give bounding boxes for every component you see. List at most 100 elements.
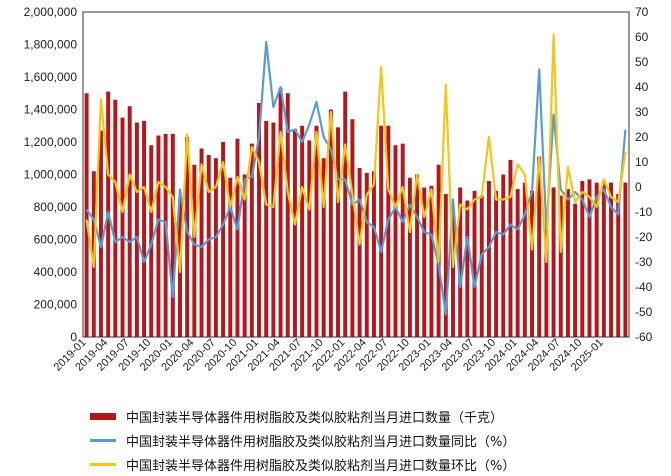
quantity-bar bbox=[551, 187, 556, 337]
quantity-bar bbox=[321, 158, 326, 337]
quantity-bar bbox=[170, 133, 175, 338]
left-tick-label: 600,000 bbox=[34, 233, 78, 247]
quantity-bar bbox=[228, 177, 233, 337]
quantity-bar bbox=[192, 164, 197, 337]
quantity-bar bbox=[415, 174, 420, 337]
right-tick-label: -30 bbox=[635, 255, 653, 269]
left-tick-label: 1,400,000 bbox=[24, 103, 78, 117]
quantity-bar bbox=[300, 125, 305, 337]
right-tick-label: -60 bbox=[635, 330, 653, 344]
plot-frame bbox=[82, 11, 630, 338]
quantity-bar bbox=[278, 88, 283, 338]
quantity-bar bbox=[142, 120, 147, 338]
left-tick-label: 1,000,000 bbox=[24, 168, 78, 182]
quantity-bar bbox=[328, 109, 333, 337]
quantity-bar bbox=[206, 155, 211, 337]
quantity-bar bbox=[565, 189, 570, 338]
quantity-bar bbox=[292, 129, 297, 337]
quantity-bar bbox=[314, 125, 319, 337]
quantity-bar bbox=[515, 189, 520, 338]
quantity-bar bbox=[443, 194, 448, 337]
quantity-bar bbox=[113, 99, 118, 337]
quantity-bar bbox=[422, 187, 427, 337]
right-tick-label: -10 bbox=[635, 205, 653, 219]
bars bbox=[84, 88, 628, 338]
quantity-bar bbox=[98, 130, 103, 338]
legend-bar-swatch bbox=[90, 412, 116, 420]
quantity-bar bbox=[134, 122, 139, 337]
left-tick-label: 400,000 bbox=[34, 265, 78, 279]
quantity-bar bbox=[508, 159, 513, 338]
quantity-bar bbox=[264, 120, 269, 338]
right-tick-label: 0 bbox=[635, 180, 642, 194]
legend-item-mom: 中国封装半导体器件用树脂胶及类似胶粘剂当月进口数量环比（%） bbox=[90, 452, 650, 476]
quantity-bar bbox=[357, 168, 362, 337]
right-tick-label: 20 bbox=[635, 130, 649, 144]
quantity-bar bbox=[343, 91, 348, 338]
quantity-bar bbox=[472, 190, 477, 337]
legend-mom-swatch bbox=[90, 462, 116, 466]
quantity-bar bbox=[544, 224, 549, 338]
quantity-bar bbox=[558, 195, 563, 338]
quantity-bar bbox=[479, 195, 484, 338]
quantity-bar bbox=[623, 182, 628, 338]
quantity-bar bbox=[494, 190, 499, 337]
quantity-bar bbox=[271, 122, 276, 337]
quantity-bar bbox=[249, 143, 254, 338]
quantity-bar bbox=[379, 125, 384, 337]
right-tick-label: 30 bbox=[635, 105, 649, 119]
left-axis-ticks: 0 200,000 400,000 600,000 800,000 1,000,000 1,… bbox=[24, 5, 78, 344]
right-tick-label: 40 bbox=[635, 80, 649, 94]
quantity-bar bbox=[257, 103, 261, 337]
combo-chart: 0 200,000 400,000 600,000 800,000 1,000,000 1,… bbox=[24, 5, 653, 374]
right-tick-label: -20 bbox=[635, 230, 653, 244]
quantity-bar bbox=[156, 135, 161, 337]
quantity-bar bbox=[185, 137, 190, 338]
left-tick-label: 200,000 bbox=[34, 298, 78, 312]
quantity-bar bbox=[199, 148, 204, 337]
legend-label-quantity: 中国封装半导体器件用树脂胶及类似胶粘剂当月进口数量（千克） bbox=[126, 410, 504, 426]
quantity-bar bbox=[336, 127, 341, 338]
quantity-bar bbox=[594, 182, 599, 338]
quantity-bar bbox=[285, 93, 290, 337]
quantity-bar bbox=[400, 143, 405, 338]
quantity-bar bbox=[364, 172, 369, 338]
quantity-bar bbox=[407, 177, 412, 337]
quantity-bar bbox=[307, 140, 312, 338]
quantity-bar bbox=[213, 158, 218, 337]
right-tick-label: 70 bbox=[635, 5, 649, 19]
quantity-bar bbox=[530, 190, 534, 337]
quantity-bar bbox=[386, 125, 391, 337]
quantity-bar bbox=[573, 203, 578, 337]
quantity-bar bbox=[350, 119, 355, 337]
quantity-bar bbox=[616, 194, 621, 337]
quantity-bar bbox=[458, 187, 463, 337]
legend-label-mom: 中国封装半导体器件用树脂胶及类似胶粘剂当月进口数量环比（%） bbox=[126, 458, 516, 474]
quantity-bar bbox=[429, 185, 434, 338]
plot-border bbox=[82, 11, 630, 338]
quantity-bar bbox=[522, 182, 527, 338]
left-tick-label: 1,600,000 bbox=[24, 70, 78, 84]
right-tick-label: -40 bbox=[635, 280, 653, 294]
right-tick-label: -50 bbox=[635, 305, 653, 319]
quantity-bar bbox=[486, 181, 491, 337]
right-tick-label: 50 bbox=[635, 55, 649, 69]
quantity-bar bbox=[501, 174, 506, 337]
left-tick-label: 0 bbox=[70, 330, 77, 344]
quantity-bar bbox=[371, 171, 376, 337]
quantity-bar bbox=[609, 182, 614, 338]
legend-label-yoy: 中国封装半导体器件用树脂胶及类似胶粘剂当月进口数量同比（%） bbox=[126, 434, 516, 450]
quantity-bar bbox=[221, 142, 226, 337]
right-tick-label: 60 bbox=[635, 30, 649, 44]
x-axis-ticks: 2019-012019-042019-072019-102020-012020-… bbox=[52, 337, 606, 374]
quantity-bar bbox=[84, 93, 89, 337]
legend-item-yoy: 中国封装半导体器件用树脂胶及类似胶粘剂当月进口数量同比（%） bbox=[90, 428, 650, 452]
mom-series-line bbox=[85, 33, 627, 274]
left-tick-label: 1,200,000 bbox=[24, 135, 78, 149]
legend: 中国封装半导体器件用树脂胶及类似胶粘剂当月进口数量（千克） 中国封装半导体器件用… bbox=[90, 404, 650, 476]
left-tick-label: 2,000,000 bbox=[24, 5, 78, 19]
quantity-bar bbox=[127, 106, 132, 337]
legend-item-quantity: 中国封装半导体器件用树脂胶及类似胶粘剂当月进口数量（千克） bbox=[90, 404, 650, 428]
quantity-bar bbox=[235, 138, 240, 337]
quantity-bar bbox=[242, 174, 247, 337]
